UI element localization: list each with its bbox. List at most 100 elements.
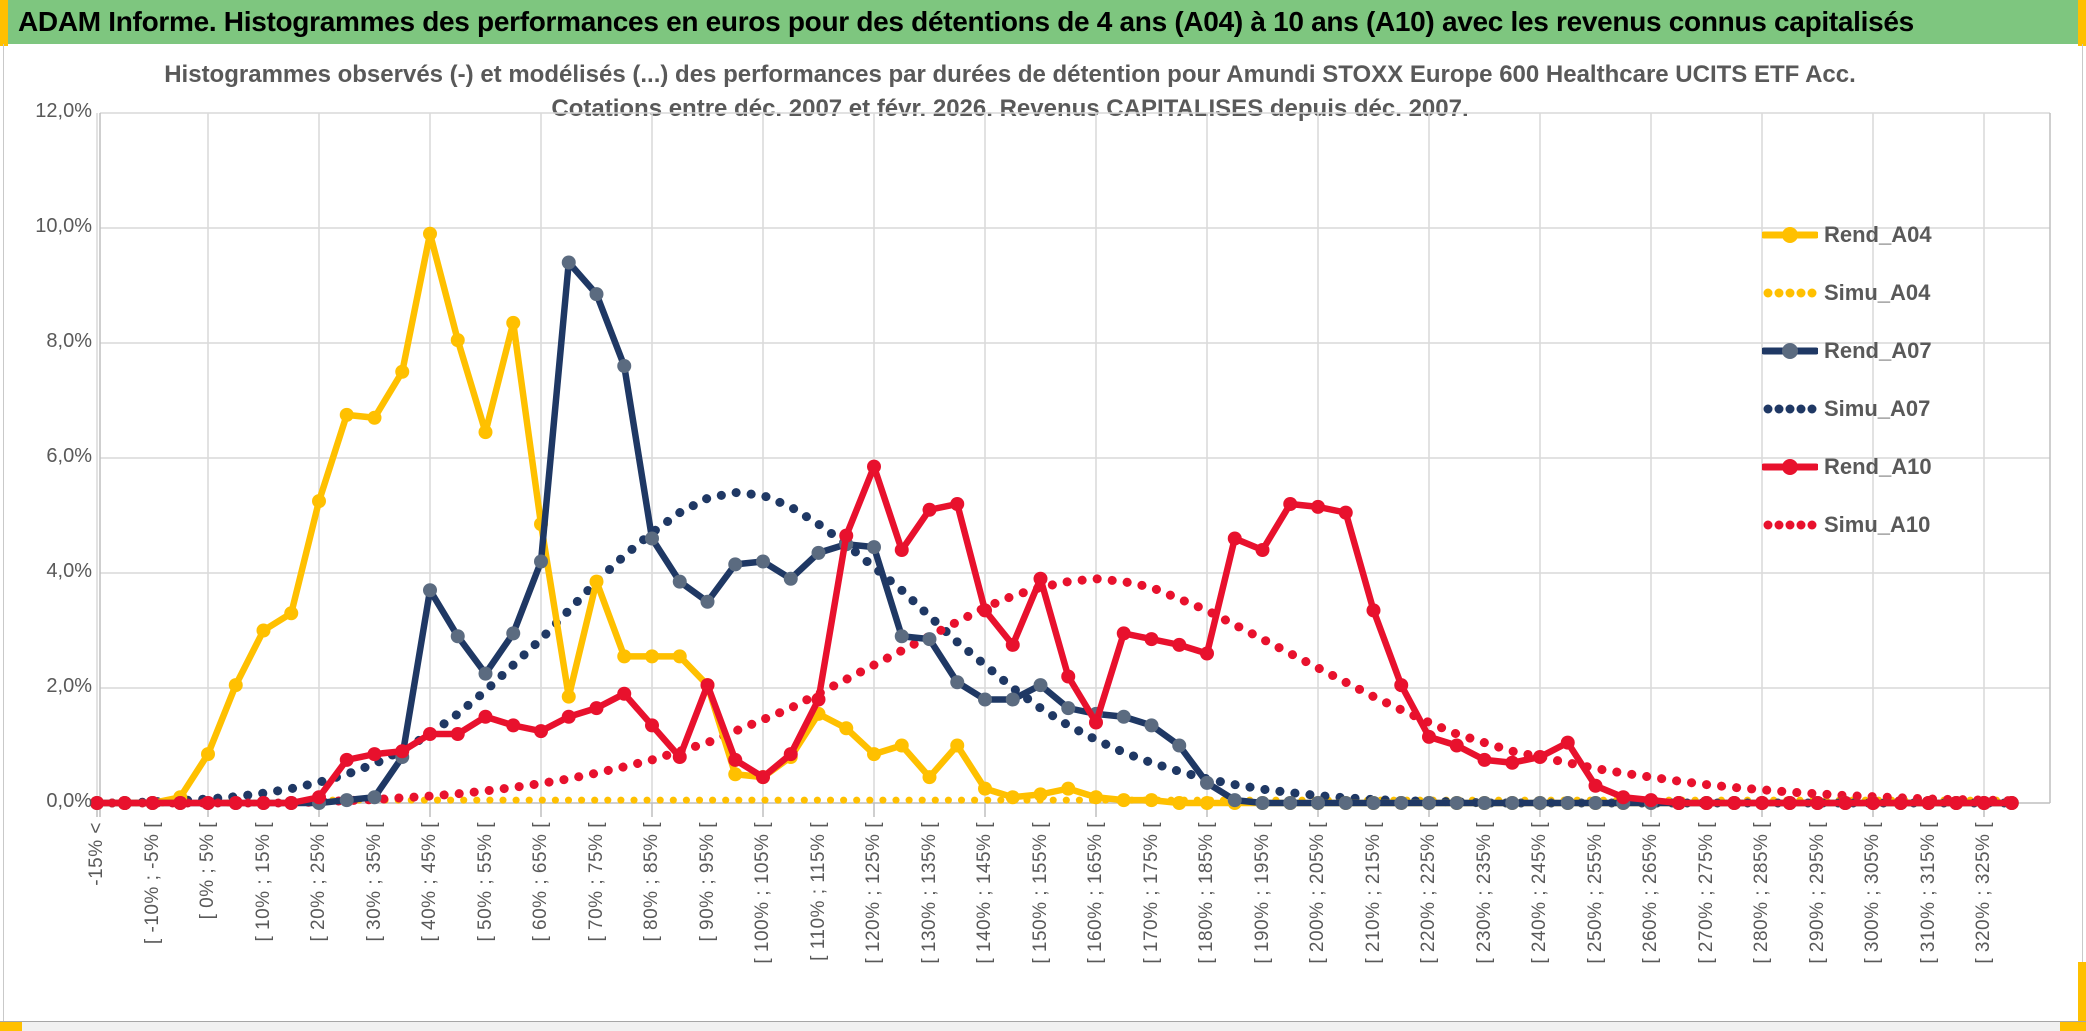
x-axis-label: [ 260% ; 265% [ [1640,822,1661,964]
right-bottom-edge-accent [2078,962,2086,1021]
legend-label: Rend_A04 [1824,222,1932,247]
legend-item-simu_a07[interactable]: Simu_A07 [1762,380,1932,438]
chart-title-line2: Cotations entre déc. 2007 et févr. 2026.… [551,95,1469,122]
y-axis-label: 4,0% [46,560,92,582]
series-marker-rend_a04 [312,494,326,509]
series-marker-rend_a10 [1949,796,1964,810]
series-marker-rend_a10 [672,750,687,764]
series-marker-rend_a10 [867,459,881,474]
series-marker-rend_a10 [1283,497,1298,511]
series-marker-rend_a07 [672,574,687,589]
series-marker-rend_a10 [423,727,437,741]
series-marker-rend_a10 [201,796,215,810]
series-marker-rend_a10 [1089,715,1103,730]
right-edge-accent [2078,0,2086,46]
series-marker-rend_a07 [756,554,770,569]
legend-item-simu_a10[interactable]: Simu_A10 [1762,496,1932,554]
series-marker-rend_a07 [867,540,881,555]
series-marker-rend_a04 [922,770,937,785]
series-marker-rend_a10 [1671,796,1686,810]
series-marker-rend_a10 [1227,531,1242,546]
series-marker-rend_a07 [1061,701,1076,716]
x-axis-label: [ 270% ; 275% [ [1695,822,1717,964]
x-axis-label: [ 130% ; 135% [ [918,822,940,964]
series-marker-rend_a10 [589,701,604,716]
series-marker-rend_a10 [173,796,188,810]
series-marker-rend_a04 [867,747,881,762]
series-marker-rend_a10 [1449,738,1464,753]
series-marker-rend_a10 [645,718,659,733]
x-axis-label: [ 20% ; 25% [ [308,822,329,942]
series-marker-rend_a07 [1505,796,1520,810]
series-marker-rend_a07 [1533,796,1547,810]
series-marker-rend_a10 [1505,755,1520,770]
series-marker-rend_a10 [1116,626,1131,641]
bottom-scroll-strip[interactable] [0,1022,2086,1031]
series-marker-rend_a10 [1477,752,1492,767]
series-marker-rend_a04 [339,407,354,422]
series-marker-rend_a10 [1977,796,1991,810]
series-marker-rend_a07 [450,629,465,644]
series-marker-rend_a07 [1366,796,1381,810]
series-marker-rend_a10 [534,724,548,739]
series-marker-rend_a04 [1005,790,1020,805]
x-axis-label: [ 0% ; 5% [ [197,822,218,920]
series-marker-rend_a07 [922,632,937,647]
series-marker-rend_a07 [1560,796,1575,810]
series-marker-rend_a04 [1200,796,1214,810]
series-marker-rend_a10 [1061,669,1076,684]
series-marker-rend_a10 [1338,505,1353,520]
series-marker-rend_a10 [756,770,770,785]
series-marker-rend_a07 [1477,796,1492,810]
series-marker-rend_a10 [700,678,715,693]
series-marker-rend_a10 [1866,796,1880,810]
series-marker-rend_a10 [1755,796,1769,810]
series-marker-rend_a10 [117,796,132,810]
series-marker-rend_a10 [811,692,826,707]
series-marker-rend_a10 [450,727,465,741]
series-marker-rend_a10 [922,502,937,517]
series-marker-rend_a07 [1283,796,1298,810]
series-marker-rend_a10 [1699,796,1714,810]
series-marker-rend_a10 [561,709,576,724]
series-marker-rend_a04 [1061,781,1076,796]
left-edge-accent [0,0,8,46]
left-frame-line [3,44,4,1021]
legend-item-rend_a07[interactable]: Rend_A07 [1762,322,1932,380]
series-marker-rend_a07 [950,675,965,690]
series-marker-rend_a07 [589,287,604,302]
legend-item-simu_a04[interactable]: Simu_A04 [1762,264,1932,322]
dotted-line-sample-icon [1763,520,1817,530]
y-axis-label: 12,0% [35,100,92,122]
y-axis-label: 10,0% [35,215,92,237]
series-marker-rend_a10 [145,796,160,810]
series-marker-rend_a10 [284,796,299,810]
series-marker-rend_a04 [978,781,992,796]
series-marker-rend_a10 [1005,637,1020,652]
x-axis-label: [ 50% ; 55% [ [474,822,496,942]
series-marker-rend_a10 [312,790,326,805]
x-axis-label: [ 290% ; 295% [ [1806,822,1828,964]
x-axis-label: [ 80% ; 85% [ [641,822,662,942]
legend-item-rend_a10[interactable]: Rend_A10 [1762,438,1932,496]
series-marker-rend_a07 [1172,738,1187,753]
series-marker-rend_a07 [1116,709,1131,724]
legend-label: Rend_A10 [1824,454,1932,479]
series-marker-rend_a04 [395,364,410,379]
x-axis-label: [ 240% ; 245% [ [1529,822,1550,964]
x-axis-label: [ 190% ; 195% [ [1251,822,1273,964]
series-marker-rend_a07 [978,692,992,707]
series-marker-rend_a10 [1644,793,1658,808]
series-marker-rend_a10 [339,752,354,767]
series-marker-rend_a07 [617,359,632,373]
series-marker-rend_a07 [1255,796,1270,810]
legend-item-rend_a04[interactable]: Rend_A04 [1762,206,1932,264]
series-line-simu_a10 [92,574,2017,808]
solid-line-sample-icon [1762,343,1818,359]
series-marker-rend_a10 [1366,603,1381,618]
series-marker-rend_a10 [228,796,243,810]
solid-line-sample-icon [1762,227,1818,243]
sheet-header-bar: ADAM Informe. Histogrammes des performan… [0,0,2086,44]
series-marker-rend_a10 [1782,796,1797,810]
series-marker-rend_a07 [478,666,493,681]
